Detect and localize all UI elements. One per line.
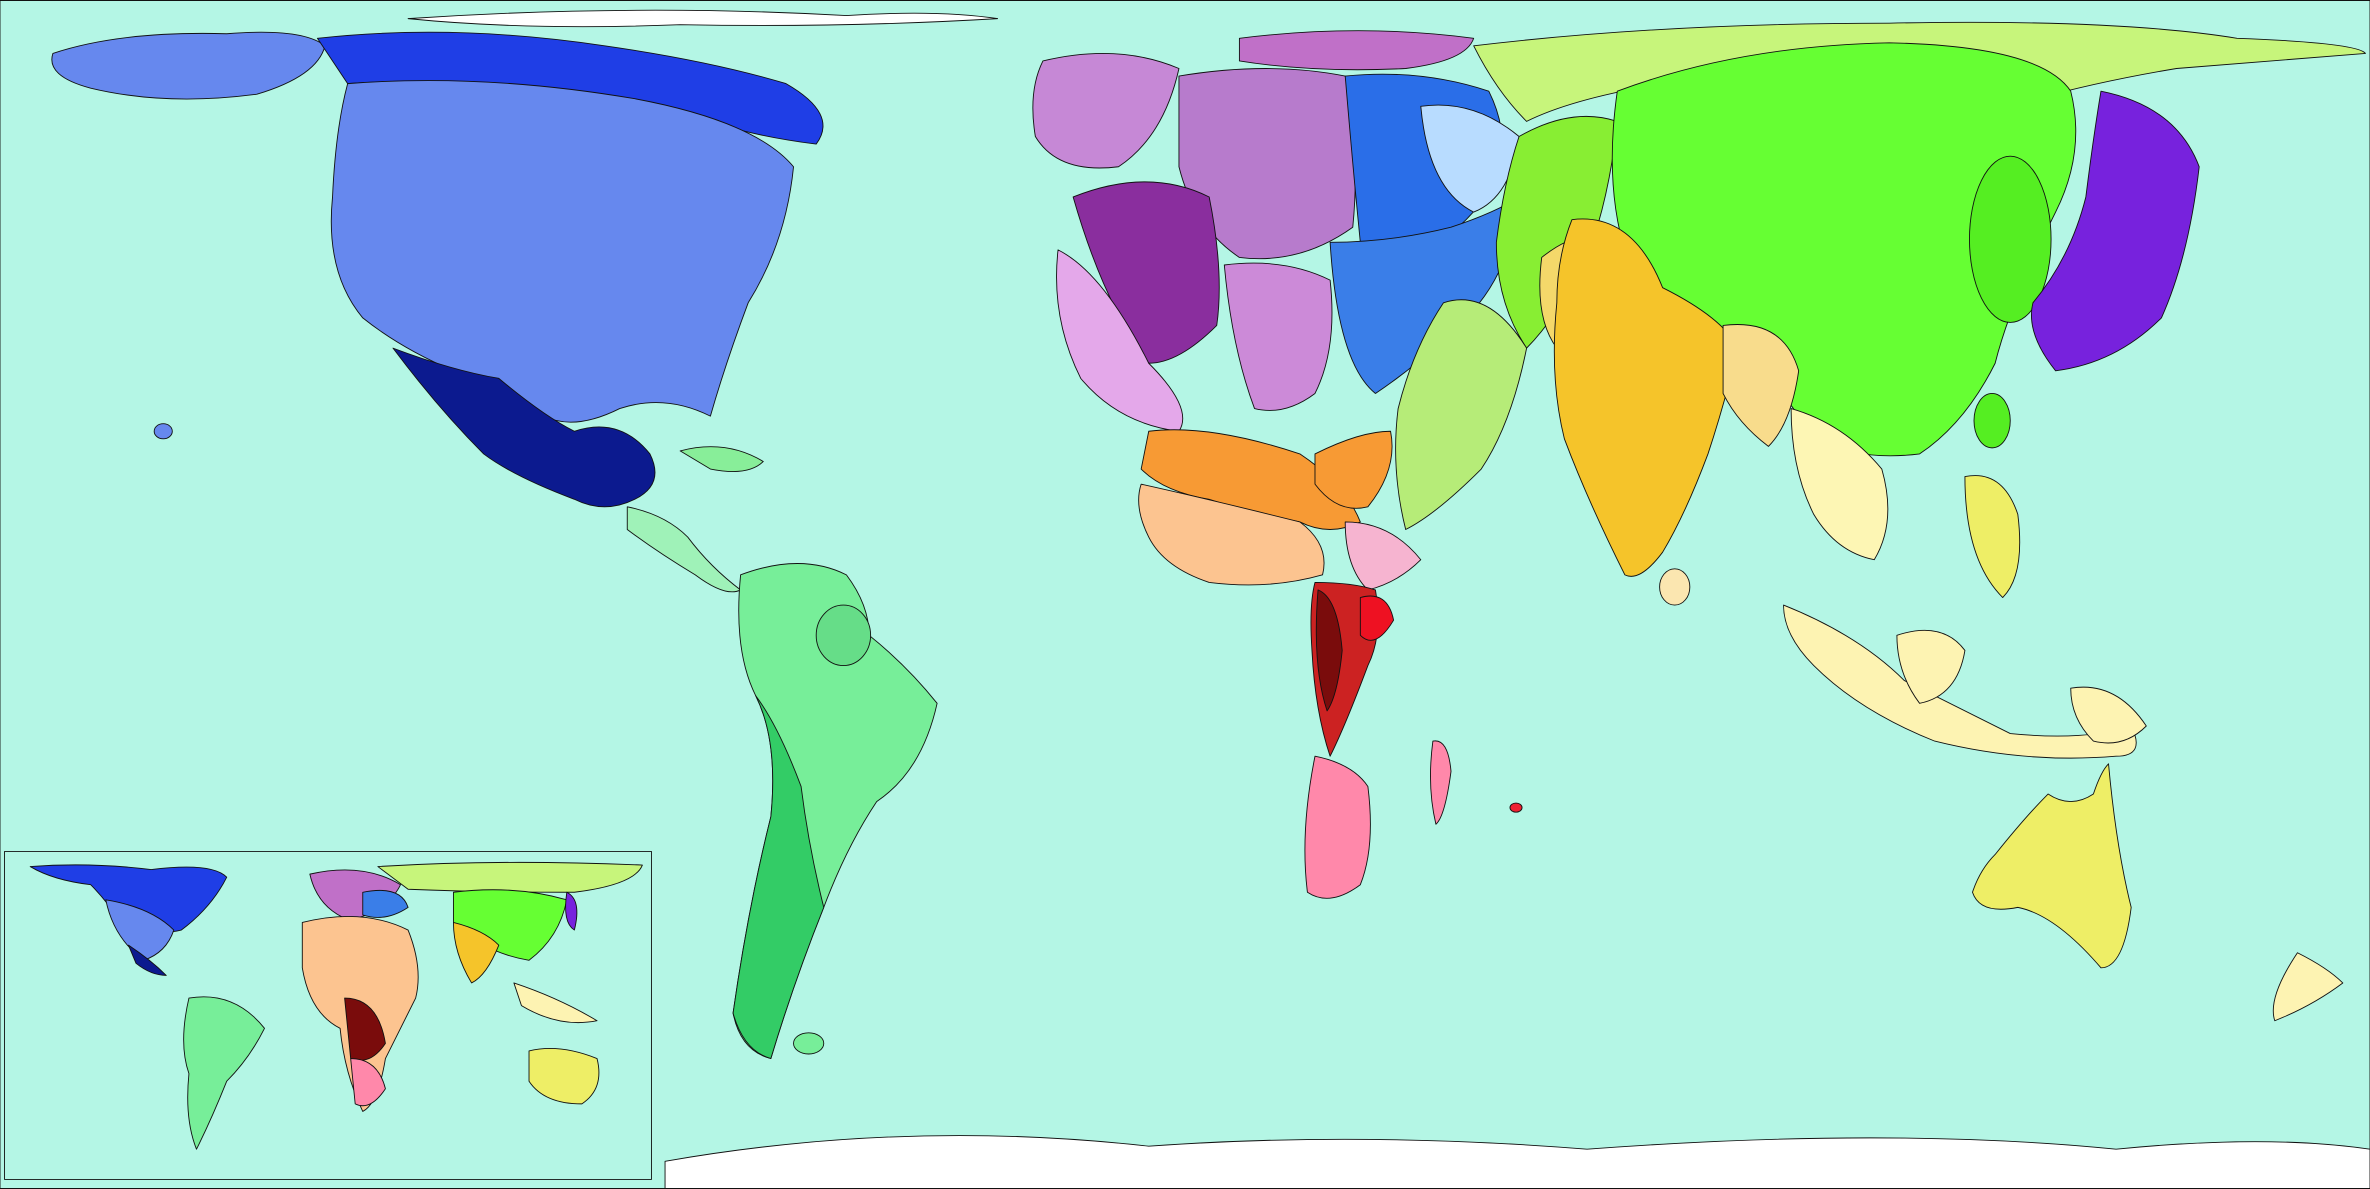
mexico [392,347,656,508]
korea [1969,155,2052,323]
borneo [1896,629,1966,704]
inset-east-europe [362,889,409,918]
congo [1315,589,1343,712]
scandinavia [1238,30,1475,71]
australia [1972,763,2132,969]
inset-southeast-asia [513,982,598,1024]
egypt [1314,430,1393,509]
ethiopia [1344,521,1422,591]
uk-ireland [1032,52,1180,169]
inset-southern-africa [350,1058,386,1107]
west-africa [1138,483,1325,586]
japan [2030,90,2200,372]
sri-lanka [1659,568,1691,606]
italy [1223,262,1333,411]
bangladesh [1722,324,1800,447]
south-africa [1304,755,1371,899]
belarus [1420,104,1520,213]
inset-india [452,922,500,984]
venezuela [815,604,872,666]
united-states [330,80,794,423]
new-zealand [2272,952,2344,1022]
middle-east [1395,299,1528,530]
arctic-islands [407,9,999,28]
caribbean [679,446,764,472]
new-guinea [2070,686,2147,744]
antarctica [664,1135,2370,1189]
hawaii [153,423,173,440]
inset-us [105,899,175,961]
chile-argentina [732,695,825,1059]
inset-russia [377,861,643,893]
taiwan [1973,393,2011,449]
balkans [1329,196,1520,394]
inset-australia [528,1047,600,1105]
indochina [1790,408,1889,561]
alaska [51,31,326,100]
inset-japan [565,891,578,931]
madagascar [1430,740,1452,825]
inset-north-america [29,864,228,933]
mauritius [1509,802,1523,813]
inset-mexico [128,944,167,976]
kenya [1359,595,1395,641]
inset-map [29,861,643,1150]
india [1553,218,1739,577]
falklands [793,1032,825,1055]
inset-south-america [183,996,265,1150]
philippines [1964,475,2021,598]
